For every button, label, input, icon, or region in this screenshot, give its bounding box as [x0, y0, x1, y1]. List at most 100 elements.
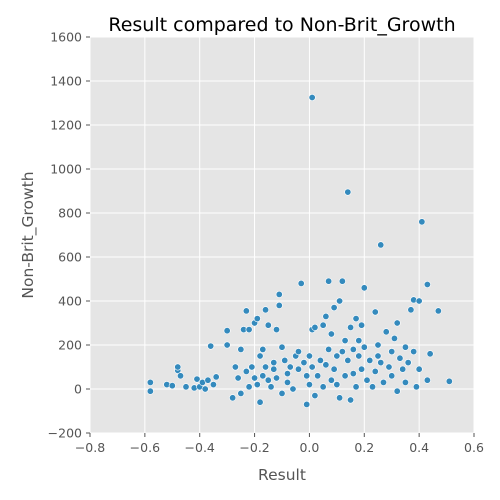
data-point: [281, 356, 289, 364]
data-point: [146, 378, 154, 386]
data-point: [253, 381, 261, 389]
data-point: [294, 365, 302, 373]
data-point: [270, 365, 278, 373]
data-point: [344, 188, 352, 196]
y-tick-label: 200: [58, 338, 82, 353]
x-tick-label: 0.6: [464, 440, 484, 455]
data-point: [223, 341, 231, 349]
data-point: [360, 284, 368, 292]
data-point: [338, 277, 346, 285]
data-point: [256, 398, 264, 406]
y-tick-label: 1600: [50, 30, 82, 45]
data-point: [363, 376, 371, 384]
data-point: [327, 330, 335, 338]
x-tick-label: 0.0: [299, 440, 319, 455]
data-point: [289, 385, 297, 393]
data-point: [349, 345, 357, 353]
data-point: [379, 378, 387, 386]
data-point: [262, 363, 270, 371]
data-point: [327, 376, 335, 384]
data-point: [374, 352, 382, 360]
data-point: [385, 363, 393, 371]
y-tick-label: 0: [74, 382, 82, 397]
data-point: [273, 326, 281, 334]
data-point: [305, 381, 313, 389]
data-point: [322, 361, 330, 369]
data-point: [229, 394, 237, 402]
x-axis-label: Result: [258, 466, 306, 484]
data-point: [352, 383, 360, 391]
data-point: [382, 328, 390, 336]
data-point: [275, 301, 283, 309]
data-point: [193, 375, 201, 383]
data-point: [204, 376, 212, 384]
data-point: [264, 321, 272, 329]
data-point: [314, 372, 322, 380]
data-point: [399, 365, 407, 373]
y-tick-label: 1400: [50, 74, 82, 89]
data-point: [278, 389, 286, 397]
data-point: [245, 383, 253, 391]
data-point: [300, 359, 308, 367]
data-point: [341, 372, 349, 380]
data-point: [388, 348, 396, 356]
data-point: [355, 337, 363, 345]
data-point: [174, 363, 182, 371]
data-point: [201, 385, 209, 393]
x-tick-label: −0.6: [130, 440, 160, 455]
data-point: [393, 319, 401, 327]
data-point: [349, 370, 357, 378]
data-point: [325, 345, 333, 353]
data-point: [325, 277, 333, 285]
data-point: [360, 343, 368, 351]
data-point: [377, 241, 385, 249]
data-point: [358, 321, 366, 329]
data-point: [333, 381, 341, 389]
data-point: [182, 383, 190, 391]
data-point: [177, 372, 185, 380]
data-point: [401, 378, 409, 386]
data-point: [434, 307, 442, 315]
data-point: [322, 312, 330, 320]
data-point: [245, 326, 253, 334]
data-point: [303, 400, 311, 408]
data-point: [412, 383, 420, 391]
data-point: [415, 365, 423, 373]
data-point: [344, 356, 352, 364]
x-tick-label: 0.2: [354, 440, 374, 455]
data-point: [237, 345, 245, 353]
data-point: [377, 359, 385, 367]
data-point: [374, 341, 382, 349]
y-tick-label: 1200: [50, 118, 82, 133]
data-point: [330, 365, 338, 373]
data-point: [283, 370, 291, 378]
x-tick-label: −0.4: [185, 440, 215, 455]
data-point: [305, 352, 313, 360]
data-point: [267, 383, 275, 391]
data-point: [253, 315, 261, 323]
data-point: [283, 378, 291, 386]
data-point: [371, 308, 379, 316]
data-point: [319, 321, 327, 329]
data-point: [234, 374, 242, 382]
data-point: [207, 342, 215, 350]
data-point: [264, 376, 272, 384]
data-point: [242, 307, 250, 315]
data-point: [358, 365, 366, 373]
data-point: [352, 315, 360, 323]
x-tick-label: −0.2: [239, 440, 269, 455]
data-point: [303, 372, 311, 380]
x-tick-label: −0.8: [75, 440, 105, 455]
y-tick-label: −200: [48, 426, 82, 441]
data-point: [426, 350, 434, 358]
data-point: [410, 348, 418, 356]
data-point: [390, 334, 398, 342]
data-point: [259, 345, 267, 353]
data-point: [396, 354, 404, 362]
data-point: [341, 337, 349, 345]
data-point: [278, 343, 286, 351]
data-point: [316, 356, 324, 364]
data-point: [347, 323, 355, 331]
y-tick-label: 800: [58, 206, 82, 221]
